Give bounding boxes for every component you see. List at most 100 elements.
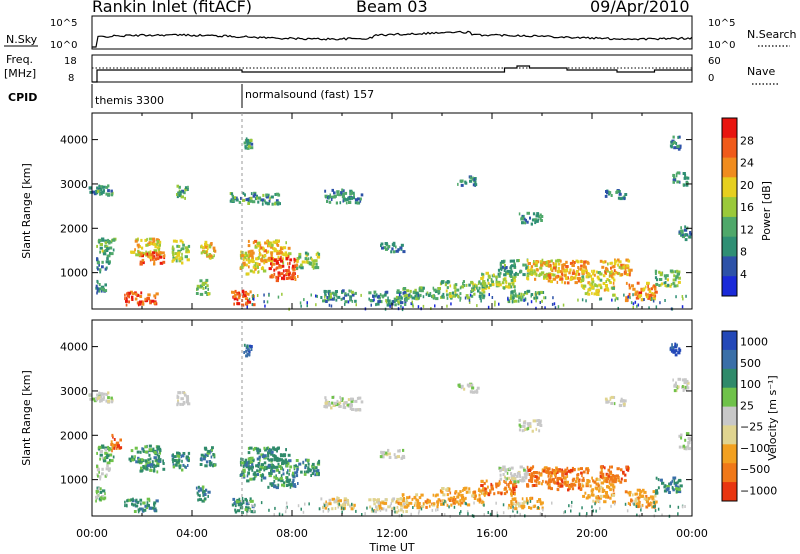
range-gate-cell [405,501,409,505]
range-gate-cell [149,250,152,254]
range-gate-cell [313,469,316,473]
y-tick-label: 4000 [60,134,88,147]
range-gate-cell [468,300,471,304]
range-gate-cell [294,471,298,475]
range-gate-cell [574,281,578,285]
range-gate-cell [305,253,308,257]
range-gate-cell [274,202,276,206]
range-gate-cell [554,306,557,310]
range-gate-cell [399,449,401,453]
range-gate-cell [673,384,677,388]
range-gate-cell [434,304,436,308]
range-gate-cell [244,297,248,301]
range-gate-cell [513,484,516,488]
range-gate-cell [427,500,431,504]
range-gate-cell [512,486,516,490]
range-gate-cell [677,512,679,516]
range-gate-cell [178,245,181,248]
range-gate-cell [96,186,99,190]
range-gate-cell [551,471,555,475]
range-gate-cell [253,264,257,268]
range-gate-cell [333,401,337,405]
range-gate-cell [673,284,677,288]
range-gate-cell [521,214,524,218]
range-gate-cell [203,493,207,496]
range-gate-cell [677,487,681,491]
range-gate-cell [311,462,315,466]
range-gate-cell [535,306,537,310]
range-gate-cell [184,188,188,192]
range-gate-cell [417,305,420,309]
range-gate-cell [96,279,99,283]
range-gate-cell [270,195,274,199]
range-gate-cell [324,295,326,299]
range-gate-cell [252,297,254,300]
range-gate-cell [277,271,281,275]
range-gate-cell [561,273,564,277]
range-gate-cell [556,481,560,485]
range-gate-cell [458,385,461,388]
range-gate-cell [245,258,248,262]
range-gate-cell [269,196,271,200]
range-gate-cell [523,428,525,432]
range-gate-cell [509,272,513,276]
y-tick-label: 3000 [60,385,88,398]
range-gate-cell [253,193,256,197]
range-gate-cell [674,483,678,487]
range-gate-cell [641,297,643,301]
range-gate-cell [534,221,537,225]
range-gate-cell [603,288,606,292]
range-gate-cell [592,272,595,276]
range-gate-cell [247,202,250,205]
range-gate-cell [510,294,512,298]
range-gate-cell [249,146,254,150]
range-gate-cell [99,243,103,246]
range-gate-cell [445,289,448,293]
range-gate-cell [613,262,617,266]
range-gate-cell [572,483,575,487]
range-gate-cell [111,433,114,437]
range-gate-cell [204,464,208,468]
range-gate-cell [277,295,280,299]
range-gate-cell [368,291,372,295]
range-gate-cell [459,499,462,503]
range-gate-cell [101,495,105,499]
range-gate-cell [627,295,629,299]
range-gate-cell [580,471,583,475]
range-gate-cell [441,487,445,490]
range-gate-cell [125,299,128,303]
range-gate-cell [557,305,560,309]
range-gate-cell [151,460,154,464]
range-gate-cell [641,488,645,492]
range-gate-cell [686,386,690,390]
range-gate-cell [366,506,368,510]
range-gate-cell [617,297,619,301]
range-gate-cell [136,450,140,454]
range-gate-cell [110,396,113,400]
range-gate-cell [307,468,311,472]
range-gate-cell [674,349,678,353]
range-gate-cell [210,242,213,245]
range-gate-cell [210,448,213,452]
range-gate-cell [288,472,290,476]
range-gate-cell [177,454,180,458]
range-gate-cell [577,260,580,264]
range-gate-cell [275,476,279,480]
range-gate-cell [370,509,374,513]
range-gate-cell [487,274,491,278]
range-gate-cell [235,196,238,200]
range-gate-cell [501,467,504,471]
range-gate-cell [609,281,612,285]
range-gate-cell [316,471,320,475]
range-gate-cell [107,192,111,196]
range-gate-cell [585,484,589,488]
range-gate-cell [380,244,382,248]
range-gate-cell [98,189,101,192]
range-gate-cell [394,510,399,514]
range-gate-cell [527,262,531,265]
range-gate-cell [638,504,641,508]
range-gate-cell [508,503,511,507]
range-gate-cell [311,265,315,269]
range-gate-cell [622,265,626,269]
range-gate-cell [421,505,425,509]
